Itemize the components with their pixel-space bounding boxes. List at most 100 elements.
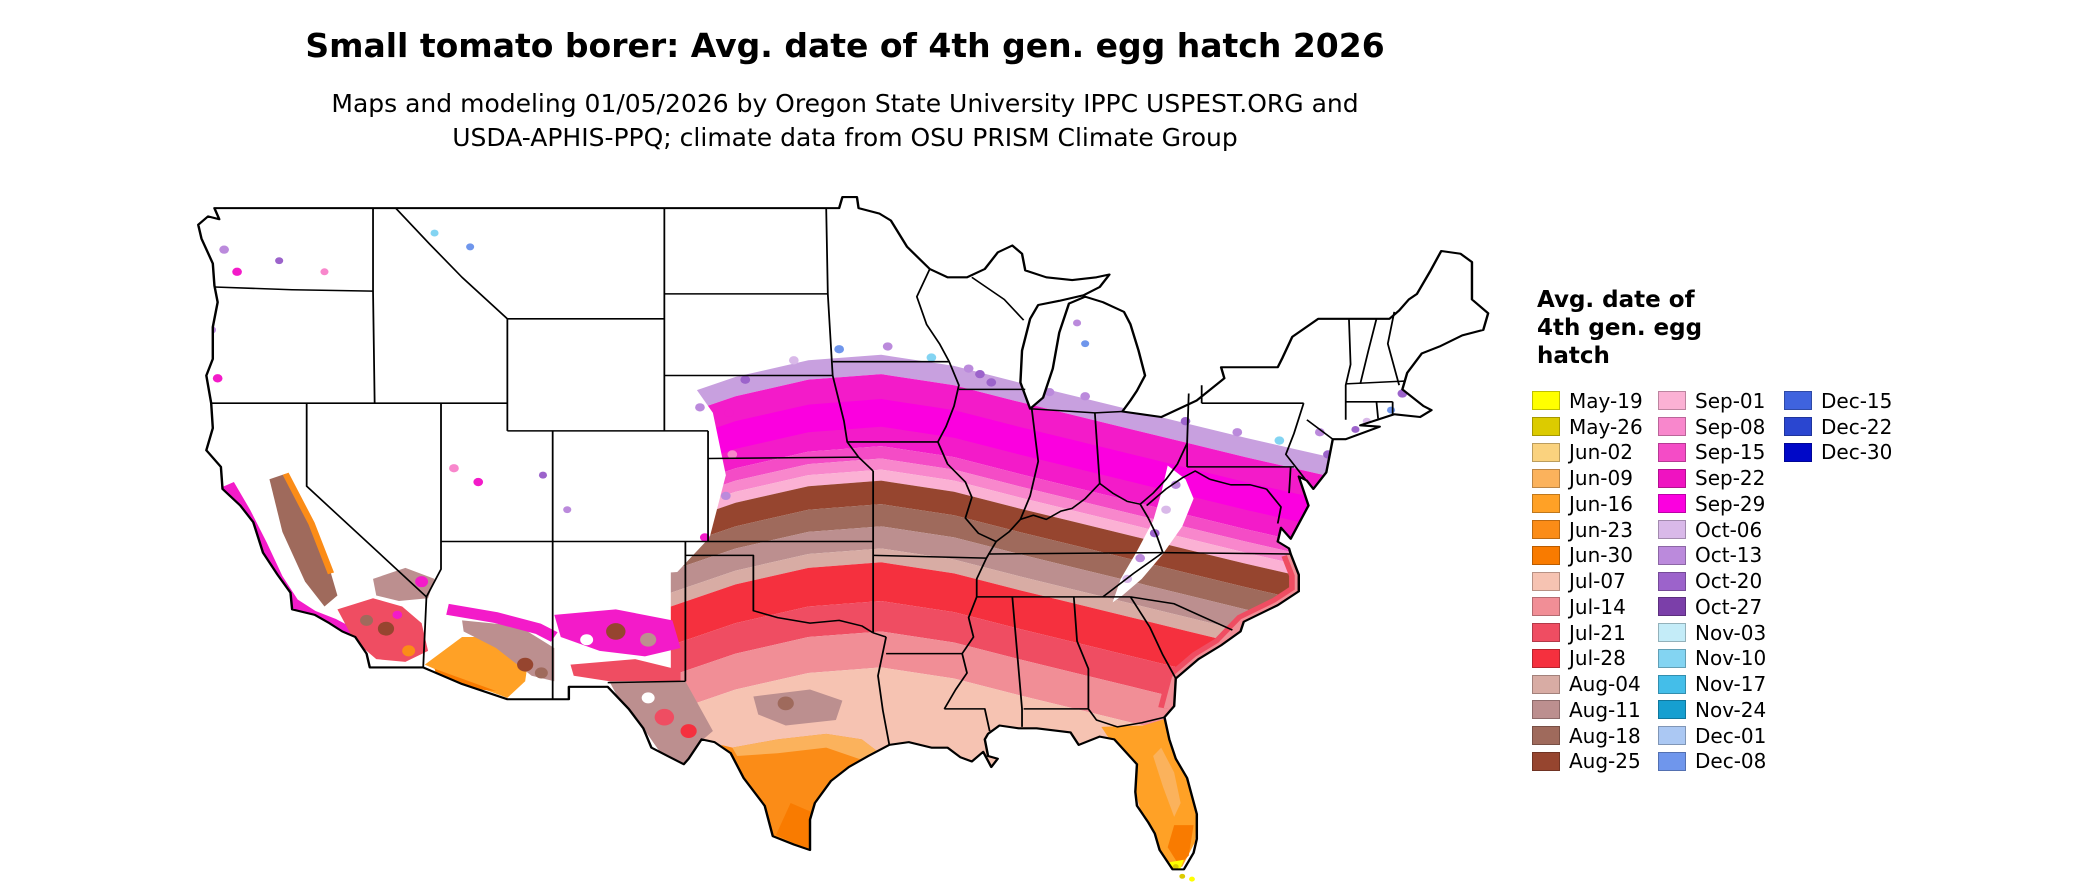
legend-item: Sep-15 — [1658, 440, 1766, 466]
legend-title-line-1: Avg. date of — [1537, 287, 1695, 313]
legend-item: Sep-22 — [1658, 465, 1766, 491]
legend-label: Aug-11 — [1569, 697, 1641, 722]
legend-item: Jun-30 — [1532, 543, 1643, 569]
legend-swatch — [1532, 417, 1560, 437]
legend-item: Nov-10 — [1658, 646, 1766, 672]
legend-label: Dec-15 — [1821, 388, 1893, 413]
legend-title: Avg. date of 4th gen. egg hatch — [1537, 286, 1702, 370]
legend-swatch — [1784, 391, 1812, 411]
legend-label: Jun-30 — [1569, 543, 1633, 568]
legend-swatch — [1784, 442, 1812, 462]
legend-label: Sep-29 — [1695, 491, 1766, 516]
legend-swatch — [1532, 674, 1560, 694]
legend-label: Aug-04 — [1569, 672, 1641, 697]
legend-item: Jun-16 — [1532, 491, 1643, 517]
state-borders — [211, 207, 1406, 746]
legend-swatch — [1532, 726, 1560, 746]
legend-swatch — [1532, 442, 1560, 462]
legend-item: Oct-13 — [1658, 543, 1766, 569]
legend-item: Sep-08 — [1658, 414, 1766, 440]
legend-label: Oct-27 — [1695, 594, 1763, 619]
legend-swatch — [1532, 751, 1560, 771]
legend-swatch — [1532, 520, 1560, 540]
legend-item: Oct-20 — [1658, 568, 1766, 594]
legend-swatch — [1532, 545, 1560, 565]
legend-label: Jun-23 — [1569, 517, 1633, 542]
legend-label: Dec-30 — [1821, 440, 1893, 465]
legend-item: Nov-17 — [1658, 671, 1766, 697]
legend-swatch — [1532, 597, 1560, 617]
legend-item: Sep-01 — [1658, 388, 1766, 414]
legend-label: Nov-17 — [1695, 672, 1767, 697]
page-subtitle: Maps and modeling 01/05/2026 by Oregon S… — [0, 87, 1690, 155]
legend-label: May-19 — [1569, 388, 1643, 413]
legend-label: Sep-15 — [1695, 440, 1766, 465]
title-block: Small tomato borer: Avg. date of 4th gen… — [0, 26, 1690, 155]
legend-label: Sep-01 — [1695, 388, 1766, 413]
legend-swatch — [1658, 520, 1686, 540]
legend-item: Oct-27 — [1658, 594, 1766, 620]
legend-item: Jul-14 — [1532, 594, 1643, 620]
florida-keys-dot — [1189, 876, 1195, 882]
legend-swatch — [1658, 751, 1686, 771]
legend-column-2: Sep-01 Sep-08 Sep-15 Sep-22 Sep-29 Oct-06 Oct-… — [1658, 388, 1766, 774]
legend-item: Dec-15 — [1784, 388, 1892, 414]
legend-item: Jun-02 — [1532, 440, 1643, 466]
legend-swatch — [1658, 417, 1686, 437]
legend-label: Dec-08 — [1695, 749, 1767, 774]
legend-swatch — [1532, 494, 1560, 514]
legend-swatch — [1658, 597, 1686, 617]
legend-swatch — [1658, 571, 1686, 591]
legend-item: Sep-29 — [1658, 491, 1766, 517]
legend-item: Jul-28 — [1532, 646, 1643, 672]
legend-item: Jul-07 — [1532, 568, 1643, 594]
legend-swatch — [1658, 494, 1686, 514]
legend-label: Jun-16 — [1569, 491, 1633, 516]
legend-item: Aug-18 — [1532, 723, 1643, 749]
page-title: Small tomato borer: Avg. date of 4th gen… — [305, 26, 1385, 65]
legend-title-line-3: hatch — [1537, 343, 1610, 369]
legend-item: Dec-30 — [1784, 440, 1892, 466]
legend-swatch — [1532, 648, 1560, 668]
legend-swatch — [1532, 700, 1560, 720]
legend-swatch — [1532, 623, 1560, 643]
legend-label: Jul-14 — [1569, 594, 1626, 619]
legend-label: Sep-22 — [1695, 466, 1766, 491]
legend-swatch — [1658, 674, 1686, 694]
legend-item: Aug-25 — [1532, 749, 1643, 775]
florida-keys-dot — [1179, 873, 1186, 879]
legend-item: Nov-24 — [1658, 697, 1766, 723]
legend-swatch — [1658, 545, 1686, 565]
legend-label: Dec-01 — [1695, 723, 1767, 748]
legend-item: Dec-22 — [1784, 414, 1892, 440]
legend-item: Jul-21 — [1532, 620, 1643, 646]
legend-label: Nov-03 — [1695, 620, 1767, 645]
legend-item: Aug-11 — [1532, 697, 1643, 723]
legend-item: May-19 — [1532, 388, 1643, 414]
legend-swatch — [1658, 648, 1686, 668]
legend-label: Oct-20 — [1695, 569, 1763, 594]
legend-label: Nov-10 — [1695, 646, 1767, 671]
legend-item: Aug-04 — [1532, 671, 1643, 697]
legend-label: Jun-09 — [1569, 466, 1633, 491]
legend-label: Aug-18 — [1569, 723, 1641, 748]
legend-item: Jun-09 — [1532, 465, 1643, 491]
legend-label: Jul-21 — [1569, 620, 1626, 645]
legend-column-1: May-19 May-26 Jun-02 Jun-09 Jun-16 Jun-23 Jun-… — [1532, 388, 1643, 774]
legend-swatch — [1658, 391, 1686, 411]
legend-item: Dec-01 — [1658, 723, 1766, 749]
legend-label: May-26 — [1569, 414, 1643, 439]
us-map — [197, 196, 1490, 882]
legend-label: Nov-24 — [1695, 697, 1767, 722]
color-bands — [198, 197, 1489, 870]
subtitle-line-2: USDA-APHIS-PPQ; climate data from OSU PR… — [452, 123, 1238, 152]
legend-item: May-26 — [1532, 414, 1643, 440]
legend-swatch — [1532, 468, 1560, 488]
us-outline — [197, 196, 1490, 871]
legend-swatch — [1658, 700, 1686, 720]
legend-item: Jun-23 — [1532, 517, 1643, 543]
legend-label: Aug-25 — [1569, 749, 1641, 774]
legend-item: Dec-08 — [1658, 749, 1766, 775]
legend-item: Oct-06 — [1658, 517, 1766, 543]
